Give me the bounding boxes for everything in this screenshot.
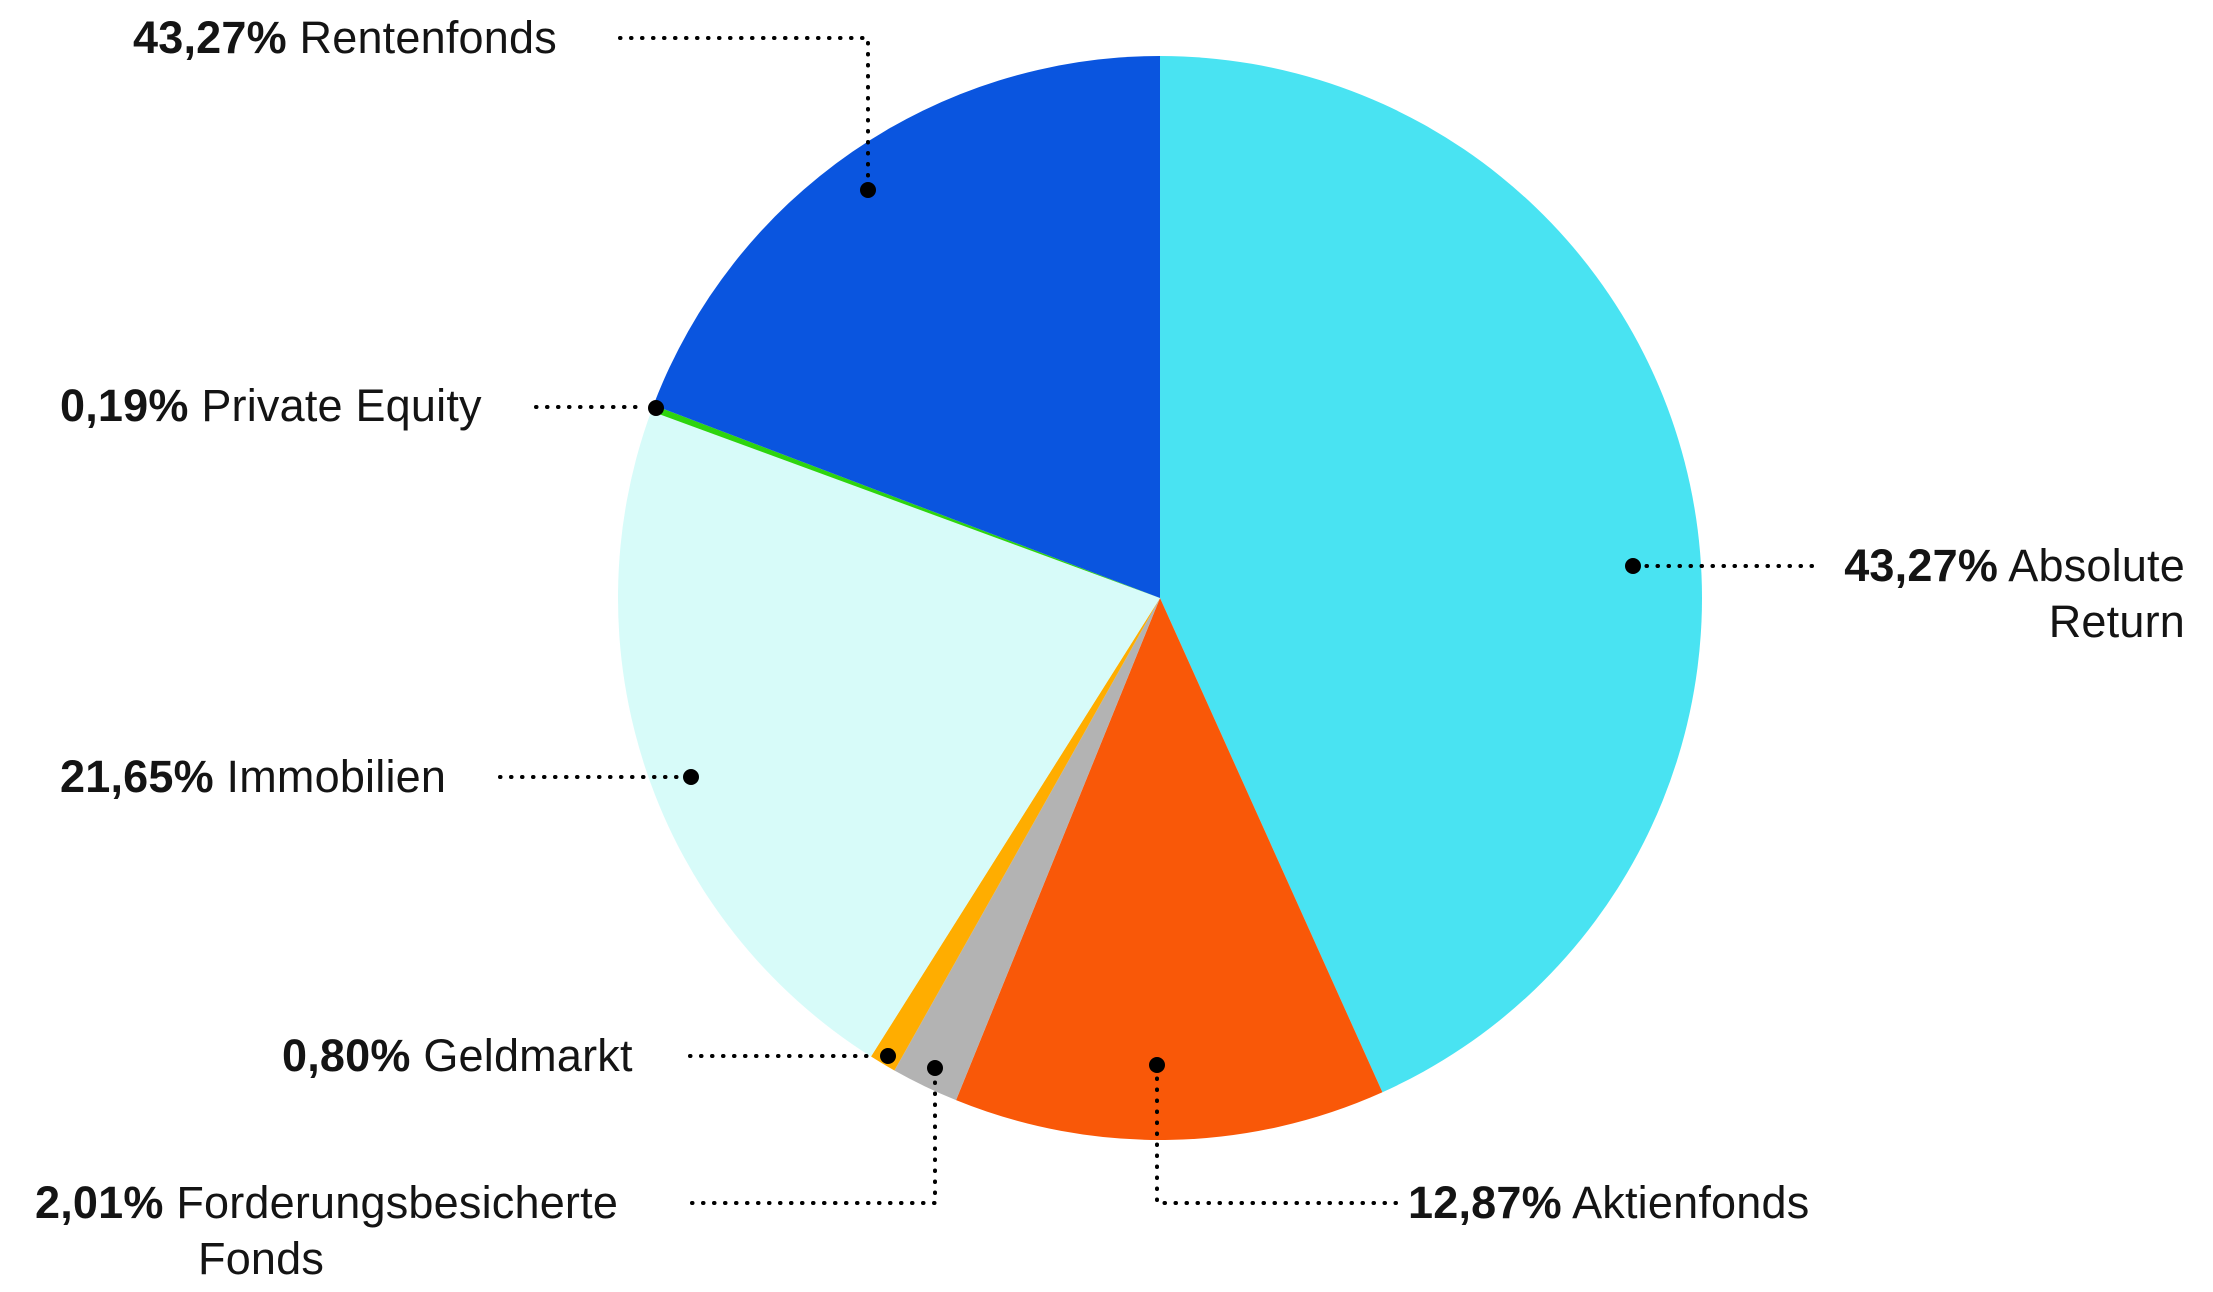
label-aktienfonds: 12,87% Aktienfonds xyxy=(1408,1175,1809,1231)
label-aktienfonds-percent: 12,87% xyxy=(1408,1177,1562,1228)
label-absolute-return-percent: 43,27% xyxy=(1844,540,1999,591)
label-rentenfonds-name: Rentenfonds xyxy=(299,12,557,63)
label-aktienfonds-name: Aktienfonds xyxy=(1572,1177,1810,1228)
pie-slice-geldmarkt xyxy=(871,598,1160,1071)
label-rentenfonds: 43,27% Rentenfonds xyxy=(133,10,557,66)
leader-dot-absolute-return xyxy=(1625,558,1641,574)
label-geldmarkt: 0,80% Geldmarkt xyxy=(282,1028,633,1084)
label-private-equity: 0,19% Private Equity xyxy=(60,378,482,434)
leader-dot-rentenfonds xyxy=(860,182,876,198)
leader-dot-private-equity xyxy=(648,400,664,416)
leader-dot-geldmarkt xyxy=(880,1048,896,1064)
label-immobilien-name: Immobilien xyxy=(226,751,447,802)
label-immobilien-percent: 21,65% xyxy=(60,751,214,802)
label-absolute-return: 43,27% Absolute Return xyxy=(1805,538,2185,650)
leader-line-forderungsbesicherte-fonds xyxy=(690,1078,937,1205)
pie-slice-rentenfonds xyxy=(653,56,1160,598)
label-absolute-return-name: Absolute Return xyxy=(2008,540,2185,647)
label-forderungsbesicherte-fonds-percent: 2,01% xyxy=(35,1177,164,1228)
leader-lines-group xyxy=(498,36,1814,1205)
pie-slice-aktienfonds xyxy=(956,598,1383,1140)
leader-dot-aktienfonds xyxy=(1149,1057,1165,1073)
label-private-equity-name: Private Equity xyxy=(201,380,482,431)
label-rentenfonds-percent: 43,27% xyxy=(133,12,287,63)
label-private-equity-percent: 0,19% xyxy=(60,380,189,431)
pie-slice-immobilien xyxy=(618,411,1160,1057)
label-geldmarkt-name: Geldmarkt xyxy=(423,1030,633,1081)
label-forderungsbesicherte-fonds: 2,01% Forderungsbesicherte Fonds xyxy=(35,1175,698,1287)
pie-slice-absolute-return xyxy=(1160,56,1702,1093)
label-immobilien: 21,65% Immobilien xyxy=(60,749,446,805)
label-forderungsbesicherte-fonds-name: Forderungsbesicherte Fonds xyxy=(176,1177,619,1284)
pie-slice-forderungsbesicherte-fonds xyxy=(894,598,1160,1101)
leader-line-rentenfonds xyxy=(618,36,870,182)
label-geldmarkt-percent: 0,80% xyxy=(282,1030,411,1081)
leader-dot-immobilien xyxy=(683,769,699,785)
pie-slices-group xyxy=(618,56,1702,1140)
leader-dot-forderungsbesicherte-fonds xyxy=(927,1060,943,1076)
pie-slice-private-equity xyxy=(651,405,1160,598)
